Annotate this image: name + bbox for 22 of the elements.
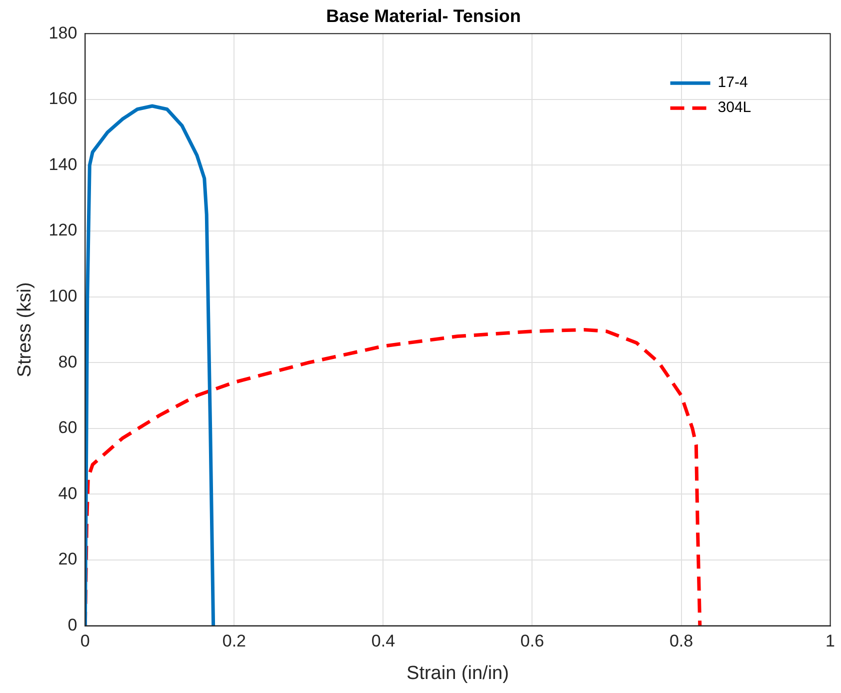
- x-tick-label: 0: [80, 632, 90, 651]
- x-axis-title: Strain (in/in): [406, 662, 509, 684]
- y-tick-label: 160: [48, 89, 78, 108]
- x-tick-label: 0.8: [669, 632, 694, 651]
- y-tick-label: 20: [58, 550, 78, 569]
- legend-label: 304L: [718, 99, 752, 116]
- line-series: [85, 328, 702, 626]
- y-tick-label: 80: [58, 352, 78, 372]
- x-tick-label: 0.4: [371, 632, 396, 651]
- y-tick-label: 140: [48, 154, 78, 174]
- x-tick-label: 0.2: [222, 632, 246, 651]
- y-tick-label: 0: [68, 615, 78, 634]
- y-tick-label: 120: [48, 220, 78, 240]
- y-tick-label: 100: [48, 286, 78, 306]
- y-tick-label: 60: [58, 418, 78, 438]
- x-tick-label: 1: [826, 632, 836, 651]
- y-tick-label: 180: [48, 23, 78, 42]
- y-tick-label: 40: [58, 484, 78, 503]
- y-axis-title: Stress (ksi): [14, 282, 36, 378]
- x-tick-label: 0.6: [520, 632, 544, 651]
- legend-label: 17-4: [718, 74, 748, 92]
- chart-title: Base Material- Tension: [326, 6, 521, 26]
